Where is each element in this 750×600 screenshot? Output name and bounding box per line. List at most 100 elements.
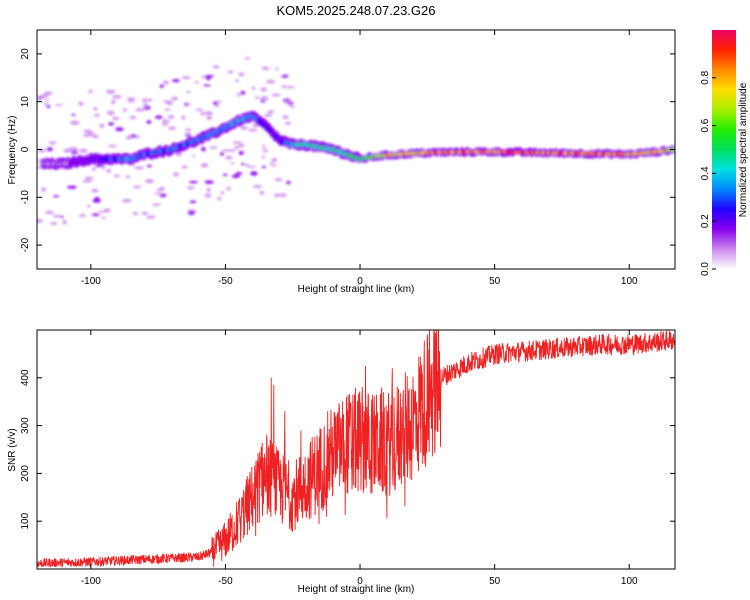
spectral-speckle xyxy=(205,76,211,81)
spectral-speckle xyxy=(105,89,116,94)
spectral-speckle xyxy=(91,167,97,171)
spectral-speckle xyxy=(134,166,145,170)
spectral-speckle xyxy=(172,172,180,177)
spectral-speckle xyxy=(69,120,80,125)
spectral-speckle xyxy=(185,102,191,106)
spectral-speckle xyxy=(171,96,179,101)
spectral-speckle xyxy=(131,134,137,138)
spectral-speckle xyxy=(185,128,192,132)
spectral-speckle xyxy=(254,96,260,99)
snr-y-label: SNR (v/v) xyxy=(7,428,18,471)
spectral-speckle xyxy=(101,216,106,219)
spectral-speckle xyxy=(46,147,53,152)
snr-xtick-label: -50 xyxy=(218,576,233,587)
spectral-speckle xyxy=(235,171,243,175)
spectral-speckle xyxy=(240,126,248,130)
spectral-speckle xyxy=(111,116,120,121)
spectral-speckle xyxy=(161,123,169,126)
snr-ytick-label: 100 xyxy=(20,512,31,529)
spectrogram-xtick-label: -100 xyxy=(81,276,101,287)
spectral-speckle xyxy=(146,120,152,124)
spectral-speckle xyxy=(88,89,93,94)
spectral-speckle xyxy=(184,132,192,135)
spectral-speckle xyxy=(227,149,236,152)
snr-ytick-label: 300 xyxy=(20,417,31,434)
spectrogram-xtick-label: 100 xyxy=(621,276,638,287)
spectral-speckle xyxy=(46,104,51,109)
spectral-speckle xyxy=(54,103,63,107)
spectral-speckle xyxy=(200,111,205,116)
spectral-speckle xyxy=(264,113,272,117)
spectral-speckle xyxy=(43,102,48,106)
spectral-speckle xyxy=(145,215,156,219)
spectral-speckle xyxy=(192,154,196,158)
spectral-speckle xyxy=(136,134,140,139)
colorbar-gradient xyxy=(712,30,736,269)
spectrogram-ytick-label: -10 xyxy=(20,190,31,205)
spectral-speckle xyxy=(271,93,281,97)
spectral-speckle xyxy=(271,164,277,167)
snr-xtick-label: 50 xyxy=(489,576,501,587)
spectral-speckle xyxy=(273,193,281,198)
spectral-speckle xyxy=(241,162,245,166)
spectral-speckle xyxy=(220,152,224,156)
spectral-speckle xyxy=(115,127,124,132)
spectral-speckle xyxy=(146,164,152,168)
spectral-speckle xyxy=(132,212,139,216)
spectral-speckle xyxy=(129,115,137,120)
spectral-speckle xyxy=(126,97,136,101)
spectral-speckle xyxy=(43,91,53,96)
spectral-speckle xyxy=(181,115,186,120)
spectral-speckle xyxy=(225,155,233,160)
spectral-speckle xyxy=(281,85,287,88)
spectral-speckle xyxy=(162,80,170,85)
spectral-speckle xyxy=(87,204,91,208)
spectral-speckle xyxy=(125,175,131,179)
spectral-speckle xyxy=(202,84,212,87)
spectral-speckle xyxy=(82,133,93,137)
spectral-speckle xyxy=(143,103,148,108)
snr-series-line xyxy=(37,330,675,569)
spectral-speckle xyxy=(68,147,79,152)
spectral-speckle xyxy=(244,57,251,60)
spectral-speckle xyxy=(216,197,222,201)
spectrogram-x-axis: -100 -50 0 50 100 xyxy=(81,30,638,287)
spectrogram-marks xyxy=(37,57,675,225)
spectral-speckle xyxy=(188,180,198,184)
spectral-speckle xyxy=(221,149,231,152)
spectral-speckle xyxy=(213,101,218,106)
snr-x-label: Height of straight line (km) xyxy=(298,584,415,595)
spectral-speckle xyxy=(101,164,105,170)
colorbar: 0.0 0.2 0.4 0.6 0.8 Normalized spectral ampl… xyxy=(700,30,749,276)
spectral-speckle xyxy=(212,65,220,69)
spectral-speckle xyxy=(106,110,115,116)
spectral-speckle xyxy=(91,213,101,217)
spectral-speckle xyxy=(226,186,232,191)
spectral-speckle xyxy=(78,101,84,106)
spectral-speckle xyxy=(200,162,209,168)
spectral-speckle xyxy=(113,174,120,178)
spectrogram-y-label: Frequency (Hz) xyxy=(7,116,18,185)
spectral-speckle xyxy=(273,157,277,162)
spectral-speckle xyxy=(266,79,276,84)
spectral-speckle xyxy=(252,184,263,189)
spectral-speckle xyxy=(250,171,258,176)
spectral-speckle xyxy=(94,164,104,168)
spectral-speckle xyxy=(260,99,266,103)
spectrogram-y-axis: -20 -10 0 10 20 xyxy=(20,48,675,252)
spectral-speckle xyxy=(171,78,180,83)
spectral-speckle xyxy=(262,144,266,149)
spectral-speckle xyxy=(189,200,197,204)
spectral-speckle xyxy=(230,162,235,165)
spectral-speckle xyxy=(260,87,268,92)
colorbar-tick-label: 0.8 xyxy=(700,70,711,84)
spectral-speckle xyxy=(285,85,295,89)
spectral-speckle xyxy=(154,115,163,120)
snr-xtick-label: -100 xyxy=(81,576,101,587)
spectral-speckle xyxy=(111,99,116,105)
colorbar-tick-label: 0.4 xyxy=(700,166,711,180)
spectral-speckle xyxy=(152,203,162,206)
spectral-speckle xyxy=(66,185,77,190)
spectral-speckle xyxy=(175,152,182,157)
